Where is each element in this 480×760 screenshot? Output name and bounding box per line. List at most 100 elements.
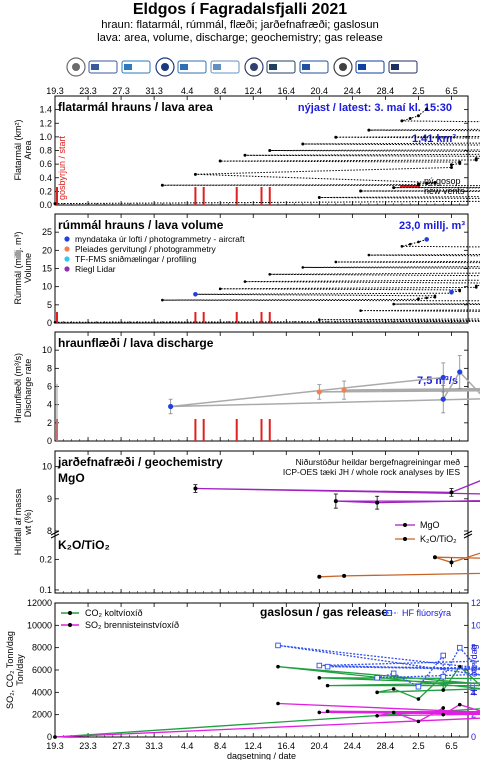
gas-ylabel: SO₂, CO₂ Tonn/dag — [5, 631, 15, 709]
so2-point — [317, 710, 322, 715]
co2-point — [276, 664, 280, 669]
x-tick-label-top: 8.4 — [214, 86, 227, 96]
logo-seal-core — [72, 63, 80, 71]
so2-line — [54, 702, 480, 738]
area-point — [193, 172, 197, 176]
logo-seal-core — [161, 63, 169, 71]
logo-6 — [210, 60, 240, 74]
discharge-y-tick-label: 6 — [47, 382, 52, 392]
logo-seal — [155, 57, 175, 77]
area-y-tick-label: 0.0 — [39, 200, 52, 210]
volume-point — [400, 245, 404, 248]
so2-point — [416, 719, 421, 724]
logo-mark — [358, 64, 366, 70]
geochem-note-2: ICP-OES tæki JH / whole rock analyses by… — [283, 467, 460, 477]
logo-9 — [299, 60, 329, 74]
discharge-point — [440, 396, 446, 402]
so2-point — [53, 735, 57, 739]
gas-ylabel-en: Ton/day — [15, 654, 25, 686]
area-y-tick-label: 0.4 — [39, 173, 52, 183]
vent-legend-label: ný gosop — [424, 176, 461, 186]
volume-point — [301, 266, 305, 269]
logo-mark — [180, 64, 188, 70]
logo-mark — [391, 64, 399, 70]
volume-point — [268, 273, 272, 276]
x-tick-label-bottom: 28.4 — [377, 741, 395, 751]
mgo-point — [449, 490, 454, 495]
discharge-point — [316, 389, 322, 395]
discharge-panel-title: hraunflæði / lava discharge — [58, 336, 214, 350]
axis-break-mark — [463, 533, 473, 539]
volume-legend-label: myndataka úr lofti / photogrammetry - ai… — [75, 234, 245, 244]
volume-y-tick-label: 15 — [42, 264, 52, 274]
area-point — [416, 182, 420, 186]
mgo-legend-marker — [403, 523, 407, 527]
area-point — [268, 149, 272, 152]
logo-2 — [88, 60, 118, 74]
logo-mark — [91, 64, 99, 70]
area-point — [367, 128, 371, 132]
x-tick-label-top: 4.4 — [181, 86, 194, 96]
volume-y-tick-label: 5 — [47, 300, 52, 310]
x-tick-label-top: 16.4 — [278, 86, 296, 96]
so2-point — [441, 712, 446, 717]
partner-logos — [66, 57, 418, 77]
x-tick-label-bottom: 2.5 — [412, 741, 425, 751]
k2o-line — [319, 552, 480, 578]
discharge-y-tick-label: 4 — [47, 400, 52, 410]
logo-frame — [121, 60, 151, 74]
logo-seal-core — [250, 63, 258, 71]
x-tick-label-top: 19.3 — [46, 86, 64, 96]
mgo-y-tick-label: 8 — [47, 526, 52, 536]
volume-point — [334, 260, 338, 264]
k2o-subtitle: K₂O/TiO₂ — [58, 538, 110, 552]
geochem-ylabel: Hlutfall af massa — [13, 489, 23, 556]
x-tick-label-bottom: 27.3 — [112, 741, 130, 751]
gas-y-tick-label: 8000 — [32, 643, 52, 653]
area-point — [458, 160, 462, 164]
hf-point — [390, 670, 397, 677]
discharge-point — [440, 374, 446, 381]
area-y-tick-label: 0.2 — [39, 186, 52, 196]
area-y-tick-label: 0.8 — [39, 146, 52, 156]
so2-legend-label: SO₂ brennisteinstvíoxíð — [85, 620, 179, 630]
geochem-note: Niðurstöður heildar bergefnagreiningar m… — [296, 457, 461, 467]
area-panel-title: flatarmál hrauns / lava area — [58, 100, 213, 114]
area-point — [433, 181, 437, 185]
volume-y-tick-label: 20 — [42, 245, 52, 255]
logo-frame — [88, 60, 118, 74]
k2o-legend-marker — [403, 537, 407, 541]
x-tick-label-bottom: 6.5 — [445, 741, 458, 751]
area-y-tick-label: 1.4 — [39, 105, 52, 115]
volume-point — [425, 296, 429, 300]
area-point — [334, 135, 338, 139]
x-tick-label-top: 6.5 — [445, 86, 458, 96]
area-point — [474, 157, 478, 161]
discharge-ylabel: Hraunflæði (m³/s) — [13, 353, 23, 423]
so2-point — [375, 713, 379, 718]
co2-point — [391, 687, 396, 691]
area-point — [243, 153, 247, 157]
x-tick-label-bottom: 20.4 — [311, 741, 329, 751]
hf-point — [440, 652, 446, 659]
discharge-y-tick-label: 10 — [42, 345, 52, 355]
hf-y-tick-label: 12 — [471, 598, 480, 608]
volume-y-tick-label: 0 — [47, 318, 52, 328]
volume-source-marker — [193, 291, 198, 297]
volume-point — [359, 309, 362, 312]
logo-12 — [388, 60, 418, 74]
k2o-point — [432, 555, 437, 560]
gas-y-tick-label: 10000 — [27, 620, 52, 630]
volume-legend-label: Riegl Lidar — [75, 264, 116, 274]
hf-line — [277, 644, 480, 688]
volume-point — [408, 242, 412, 246]
gas-y-tick-label: 12000 — [27, 598, 52, 608]
hf-point — [374, 675, 380, 681]
gas-y-tick-label: 4000 — [32, 687, 52, 697]
x-tick-label-top: 2.5 — [412, 86, 425, 96]
volume-point — [433, 294, 437, 298]
so2-legend-marker — [68, 623, 72, 627]
discharge-ylabel-en: Discharge rate — [23, 359, 33, 418]
so2-point — [391, 710, 396, 715]
